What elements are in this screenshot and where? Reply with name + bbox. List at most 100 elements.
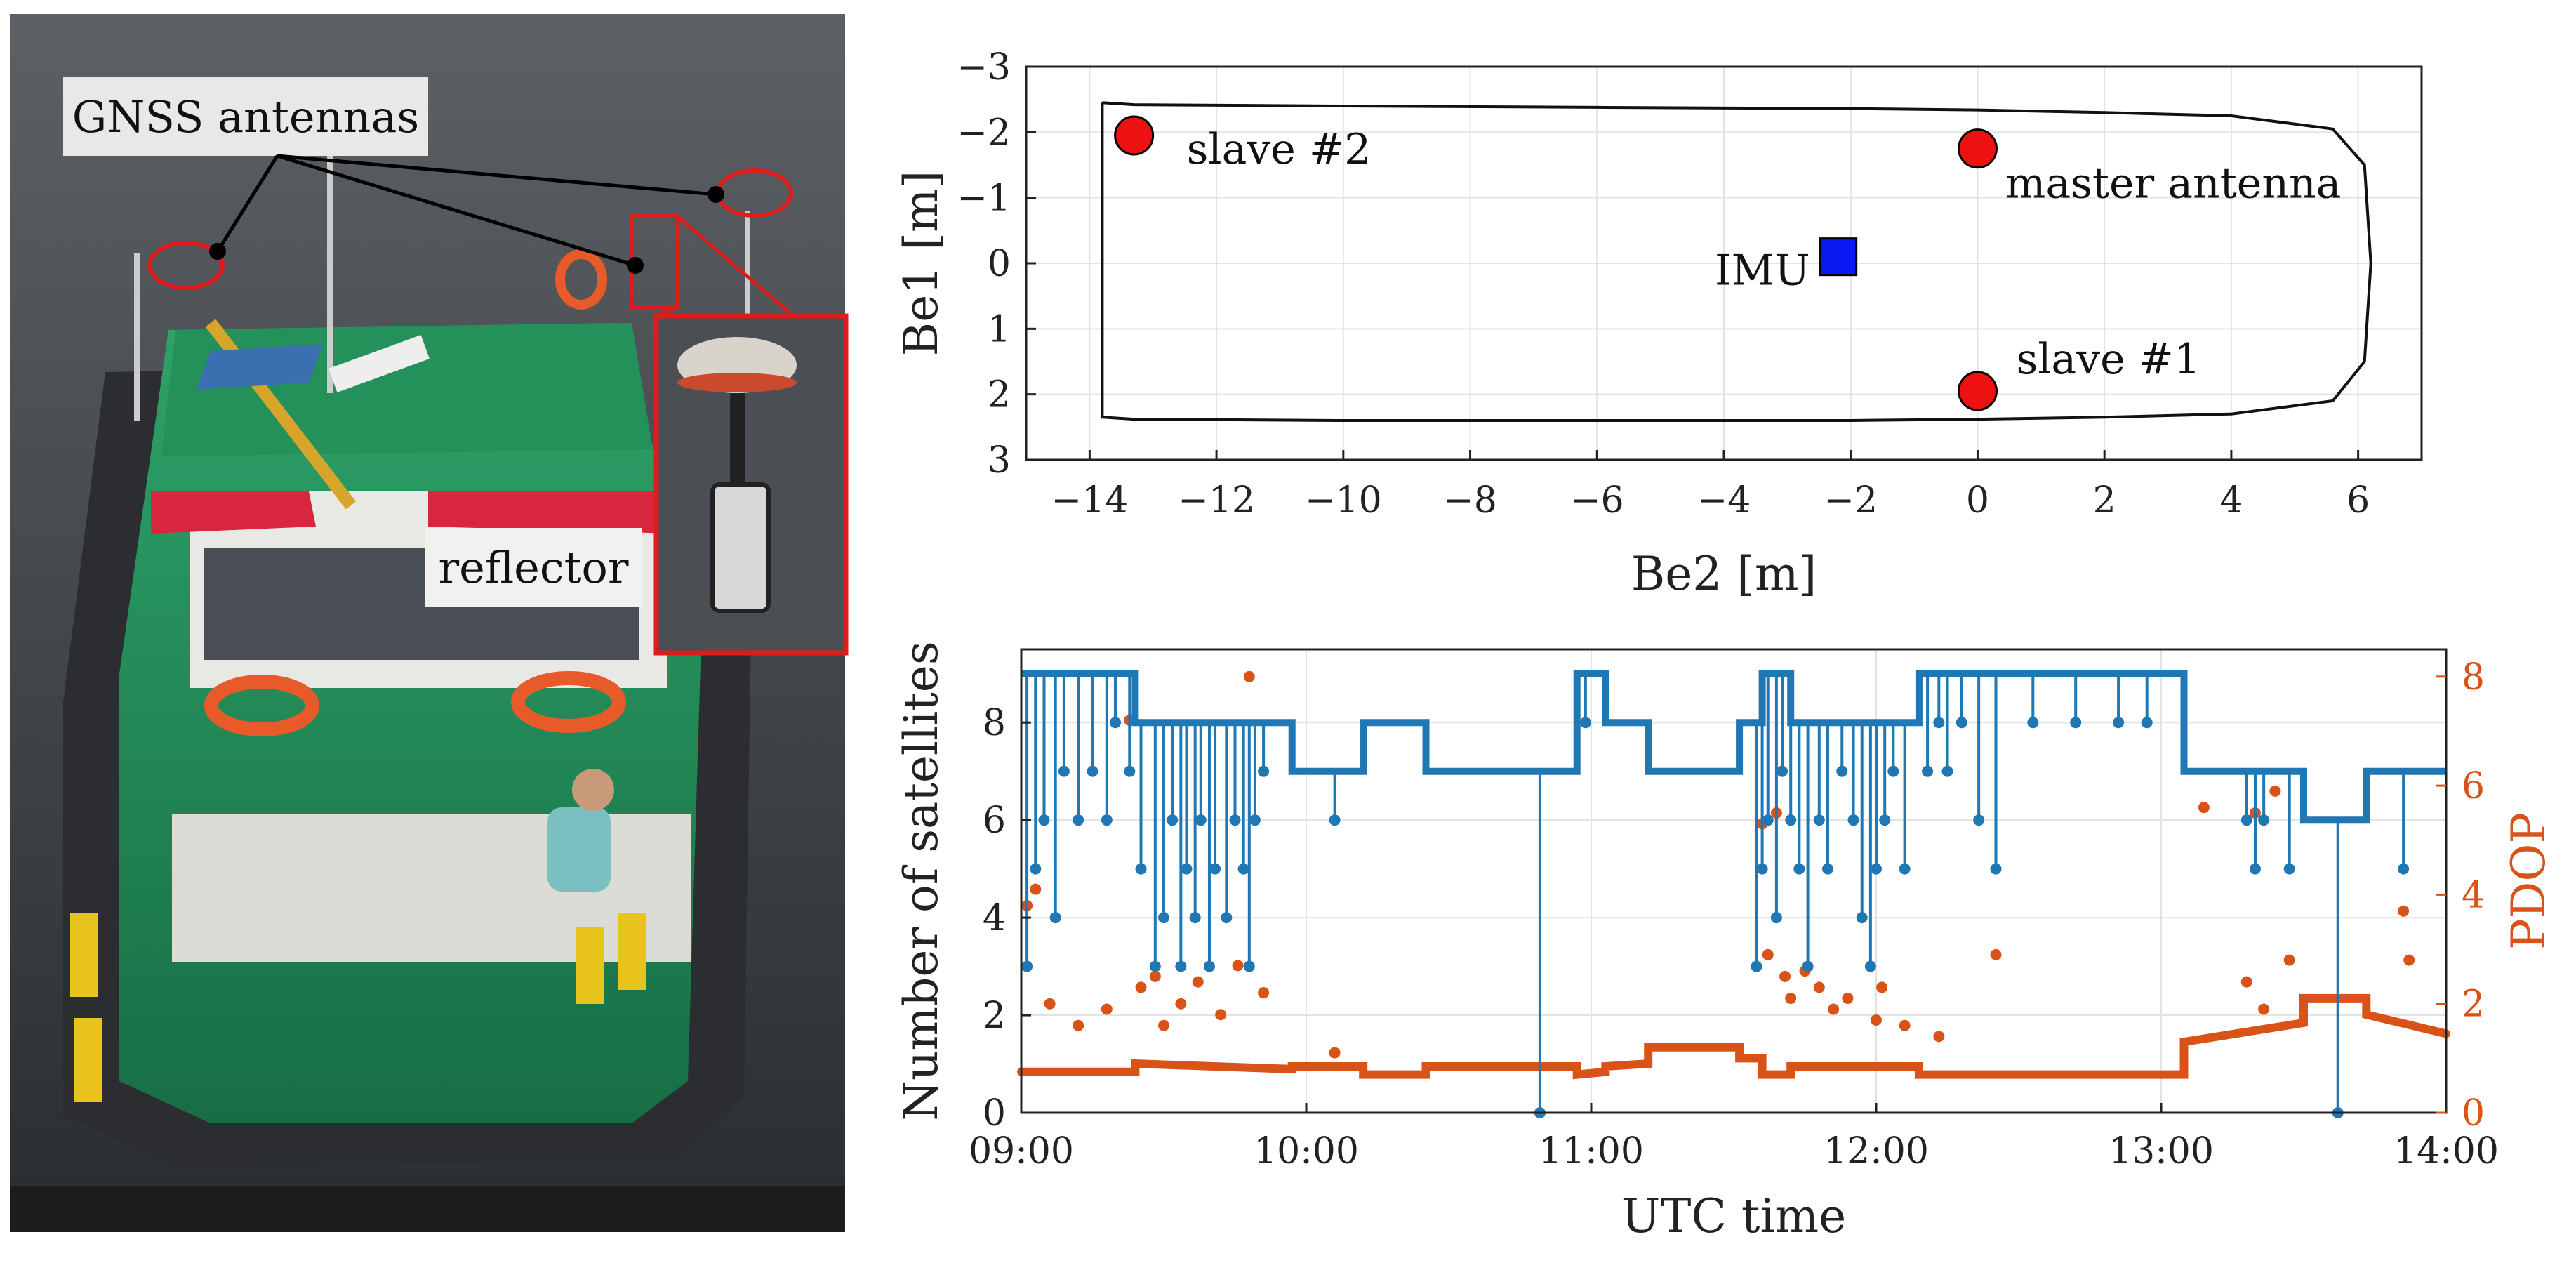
inset-antenna-ring (677, 373, 797, 392)
x-tick-label: −2 (1824, 479, 1878, 522)
x-tick-label: 13:00 (2109, 1130, 2214, 1172)
leader-dot-right (708, 186, 724, 203)
satellite-point (1770, 912, 1782, 924)
y-tick-label-left: 8 (983, 702, 1006, 744)
solar-panel (197, 344, 323, 390)
pdop-line (1017, 993, 2450, 1080)
y-tick-label-right: 0 (2462, 1092, 2485, 1134)
life-ring-left (204, 675, 319, 736)
satellite-line (1021, 670, 2446, 824)
antenna-marker (1957, 128, 1998, 169)
x-tick-label: 09:00 (969, 1130, 1074, 1172)
pdop-point (1073, 1019, 1084, 1031)
satellite-point (2240, 814, 2252, 826)
bollards (70, 913, 646, 1102)
satellite-point (1101, 814, 1113, 826)
plot-frame (1020, 648, 2448, 1114)
satellite-point (1879, 814, 1891, 826)
satellite-point (1021, 960, 1033, 972)
pdop-point (1175, 998, 1187, 1010)
satellite-point (1762, 814, 1774, 826)
satellite-point (1785, 814, 1797, 826)
y-axis-title: Be1 [m] (894, 171, 948, 357)
y-tick-label: 3 (988, 439, 1011, 482)
satellite-point (2141, 717, 2153, 729)
x-axis-title: Be2 [m] (1631, 547, 1817, 601)
x-tick-label: 11:00 (1539, 1130, 1644, 1172)
y-axis-title-right: PDOP (2502, 812, 2556, 950)
pdop-point (1762, 948, 1774, 960)
reflector-label: reflector (439, 542, 629, 593)
satellite-point (1175, 960, 1187, 972)
satellite-point (1777, 765, 1788, 777)
antenna-marker (1957, 371, 1998, 411)
leader-right (277, 154, 717, 197)
satellite-point (1038, 814, 1050, 826)
y-tick-label: −3 (957, 46, 1011, 88)
satellite-point (1181, 863, 1193, 875)
boat-photo: GNSS antennas reflector (10, 14, 849, 1232)
satellite-point (1195, 814, 1207, 826)
y-axis-title-left: Number of satellites (894, 641, 948, 1120)
pdop-point (2403, 954, 2415, 966)
pdop-point (1842, 992, 1854, 1004)
satellite-point (1922, 765, 1934, 777)
satellite-point (1793, 863, 1805, 875)
pdop-point (1876, 981, 1888, 993)
satellite-point (1990, 863, 2002, 875)
pdop-point (1243, 670, 1255, 682)
pdop-point (1899, 1019, 1911, 1031)
satellite-point (1058, 765, 1070, 777)
leader-center (277, 154, 636, 267)
point-label: slave #2 (1187, 125, 1372, 174)
pier (10, 1186, 845, 1232)
x-tick-label: −6 (1570, 479, 1624, 522)
reflector-label-box (425, 528, 642, 607)
pdop-point (1779, 970, 1791, 982)
y-tick-label-left: 2 (983, 995, 1006, 1037)
satellite-point (1229, 814, 1241, 826)
x-tick-label: −12 (1178, 479, 1255, 522)
satellite-point (1813, 814, 1825, 826)
inset-reflector (710, 482, 771, 613)
pdop-point (2283, 954, 2295, 966)
x-tick-label: 14:00 (2394, 1130, 2499, 1172)
satellite-point (1887, 765, 1899, 777)
y-tick-label-left: 6 (983, 800, 1006, 842)
satellite-point (1030, 863, 1042, 875)
satellite-point (2070, 717, 2082, 729)
y-tick-label: 1 (988, 308, 1011, 350)
y-tick-label-right: 2 (2462, 984, 2485, 1026)
satellite-point (1189, 912, 1201, 924)
satellite-point (1956, 717, 1967, 729)
pdop-point (1329, 1047, 1341, 1059)
satellite-point (1847, 814, 1859, 826)
pdop-point (1030, 883, 1042, 895)
pdop-point (1785, 992, 1797, 1004)
satellite-point (2283, 863, 2295, 875)
satellite-point (1209, 863, 1221, 875)
vessel-outline (1101, 101, 2372, 422)
point-label: slave #1 (2016, 335, 2200, 384)
pdop-point (1232, 960, 1244, 972)
point-label: master antenna (2005, 159, 2341, 209)
satellite-point (1821, 863, 1833, 875)
satellite-point (1237, 863, 1249, 875)
satellite-point (1249, 814, 1261, 826)
pdop-point (1828, 1003, 1840, 1015)
x-tick-label: −4 (1697, 479, 1751, 522)
y-tick-label: 0 (988, 243, 1011, 285)
pdop-point (2198, 802, 2210, 814)
radar-beam (328, 335, 430, 392)
x-tick-label: 0 (1966, 479, 1989, 522)
satellite-point (1756, 863, 1768, 875)
x-tick-label: 10:00 (1254, 1130, 1359, 1172)
y-tick-label: −1 (957, 178, 1011, 220)
antenna-marker (1114, 115, 1155, 156)
satellite-pdop-chart: 09:00 10:00 11:00 12:00 13:00 14:000246802468… (894, 641, 2556, 1243)
pdop-point (1149, 970, 1161, 982)
pdop-point (1192, 976, 1204, 988)
red-stripe-right (428, 491, 674, 534)
